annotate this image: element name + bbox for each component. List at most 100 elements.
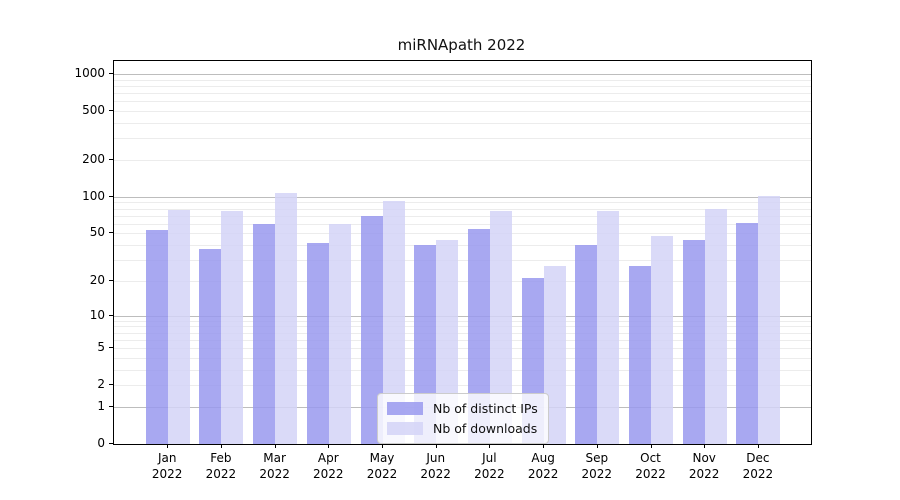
minor-gridline xyxy=(114,348,811,349)
y-tick-label: 50 xyxy=(89,225,105,240)
minor-gridline xyxy=(114,111,811,112)
legend: Nb of distinct IPs Nb of downloads xyxy=(377,393,549,444)
x-tick-label: Jan 2022 xyxy=(151,451,183,481)
y-tick-mark xyxy=(109,384,113,386)
major-gridline xyxy=(114,196,811,198)
plot-area: Nb of distinct IPs Nb of downloads xyxy=(113,60,812,445)
bar-downloads-dec xyxy=(758,195,781,444)
y-tick-mark xyxy=(109,195,113,197)
y-tick-mark xyxy=(109,158,113,160)
x-tick-mark xyxy=(650,444,652,448)
minor-gridline xyxy=(114,123,811,124)
x-tick-label: Jul 2022 xyxy=(474,451,505,481)
legend-row: Nb of distinct IPs xyxy=(387,401,538,416)
bar-downloads-feb xyxy=(221,210,244,444)
x-tick-mark xyxy=(382,444,383,448)
y-tick-label: 100 xyxy=(82,188,105,203)
bar-downloads-jul xyxy=(489,211,512,444)
y-tick-label: 500 xyxy=(82,103,105,117)
y-tick-label: 0 xyxy=(97,436,105,450)
minor-gridline xyxy=(114,339,811,341)
minor-gridline xyxy=(114,223,811,225)
minor-gridline xyxy=(114,233,811,235)
minor-gridline xyxy=(114,93,811,94)
x-tick-mark xyxy=(328,444,330,448)
x-tick-mark xyxy=(435,444,437,448)
y-tick-mark xyxy=(109,279,113,281)
minor-gridline xyxy=(114,208,811,210)
bar-downloads-sep xyxy=(597,211,620,444)
bar-downloads-jan xyxy=(167,210,190,444)
x-tick-mark xyxy=(167,444,169,448)
bar-downloads-oct xyxy=(651,235,673,444)
minor-gridline xyxy=(114,85,811,87)
legend-label: Nb of distinct IPs xyxy=(433,401,538,416)
bar-distinct-ips-apr xyxy=(306,242,329,444)
major-gridline xyxy=(114,315,811,317)
x-tick-mark xyxy=(543,444,545,448)
x-tick-mark xyxy=(489,444,491,448)
minor-gridline xyxy=(114,159,811,161)
minor-gridline xyxy=(114,202,811,204)
y-tick-label: 5 xyxy=(97,340,105,354)
bar-distinct-ips-sep xyxy=(575,245,598,444)
y-tick-mark xyxy=(109,110,113,111)
minor-gridline xyxy=(114,320,811,322)
x-tick-label: Apr 2022 xyxy=(313,451,344,481)
minor-gridline xyxy=(114,101,811,103)
x-tick-label: Sep 2022 xyxy=(581,451,613,481)
bar-downloads-aug xyxy=(543,265,566,444)
x-tick-mark xyxy=(704,444,706,448)
minor-gridline xyxy=(114,332,811,334)
x-tick-mark xyxy=(596,444,598,448)
minor-gridline xyxy=(114,326,811,328)
x-tick-mark xyxy=(757,444,759,448)
x-tick-label: Feb 2022 xyxy=(205,451,237,481)
x-tick-mark xyxy=(220,444,222,448)
x-tick-mark xyxy=(274,444,276,448)
bar-distinct-ips-mar xyxy=(253,223,276,444)
y-tick-mark xyxy=(109,73,113,74)
minor-gridline xyxy=(114,385,811,387)
y-tick-label: 20 xyxy=(89,272,105,287)
chart-title: miRNApath 2022 xyxy=(397,36,526,54)
x-tick-label: Oct 2022 xyxy=(635,451,666,481)
y-tick-mark xyxy=(109,232,113,234)
x-tick-label: Mar 2022 xyxy=(259,451,290,481)
distinct-ips-swatch xyxy=(387,402,423,415)
bar-distinct-ips-may xyxy=(360,215,383,444)
x-tick-label: May 2022 xyxy=(366,451,398,481)
downloads-swatch xyxy=(387,422,423,435)
bar-distinct-ips-oct xyxy=(629,265,651,444)
bar-distinct-ips-jan xyxy=(145,230,168,444)
minor-gridline xyxy=(114,245,811,247)
minor-gridline xyxy=(114,357,811,359)
minor-gridline xyxy=(114,369,811,371)
x-tick-label: Jun 2022 xyxy=(420,451,451,481)
x-tick-label: Dec 2022 xyxy=(742,451,774,481)
y-tick-label: 2 xyxy=(97,377,105,392)
bar-distinct-ips-jul xyxy=(467,229,490,444)
bar-downloads-may xyxy=(382,201,405,444)
bar-downloads-apr xyxy=(328,223,351,444)
minor-gridline xyxy=(114,215,811,217)
x-tick-label: Nov 2022 xyxy=(688,451,720,481)
minor-gridline xyxy=(114,280,811,282)
bar-distinct-ips-dec xyxy=(736,222,759,444)
x-tick-label: Aug 2022 xyxy=(527,451,559,481)
legend-label: Nb of downloads xyxy=(433,421,538,436)
major-gridline xyxy=(114,74,811,75)
y-tick-label: 1000 xyxy=(74,66,105,80)
y-tick-mark xyxy=(109,443,113,444)
minor-gridline xyxy=(114,260,811,262)
y-tick-label: 1 xyxy=(97,398,105,413)
bar-distinct-ips-feb xyxy=(199,249,222,444)
y-tick-mark xyxy=(109,314,113,316)
bar-downloads-mar xyxy=(275,192,298,444)
bar-downloads-nov xyxy=(704,208,727,444)
minor-gridline xyxy=(114,138,811,140)
y-tick-label: 200 xyxy=(82,151,105,166)
y-tick-mark xyxy=(109,405,113,407)
legend-row: Nb of downloads xyxy=(387,421,538,436)
